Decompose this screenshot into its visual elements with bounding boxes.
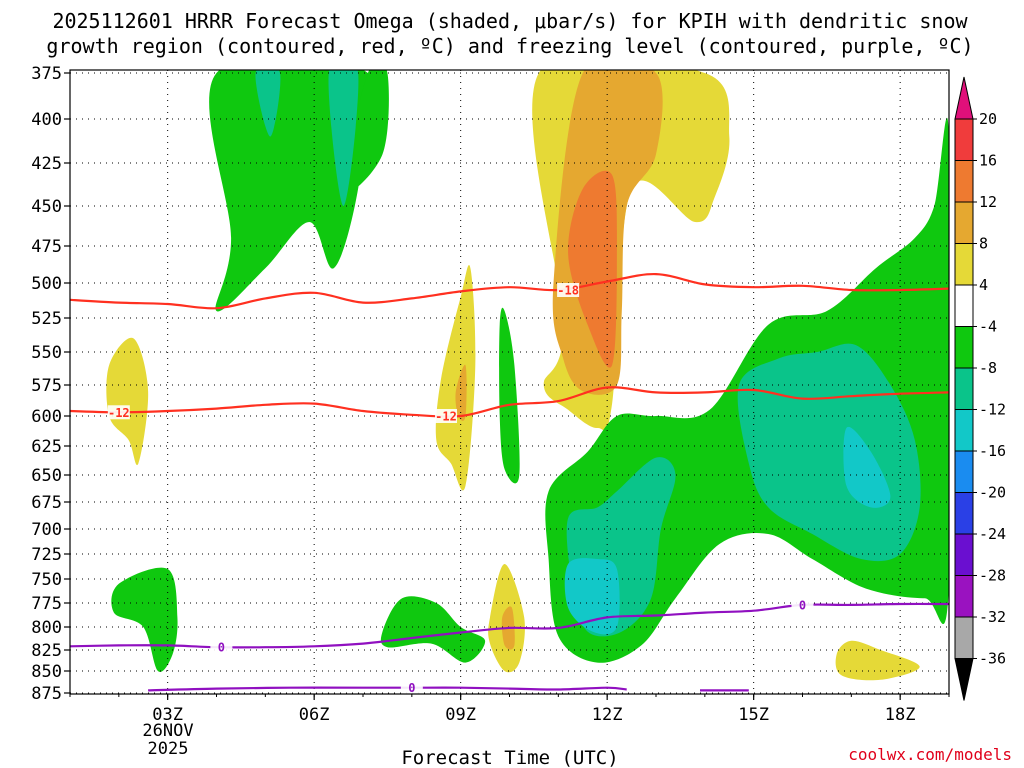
colorbar-label-0: 20 <box>979 110 997 128</box>
colorbar-swatch-4 <box>954 243 974 286</box>
freezing-level-contour-label-bg-1-0 <box>400 680 423 694</box>
x-tick-label-2: 09Z <box>445 705 476 725</box>
dgz-contour-label-1-0: -12 <box>108 406 130 420</box>
y-tick-label-800: 800 <box>31 618 62 638</box>
y-axis: 375 400 425 450 475 500 525 550 575 600 625 650 675 7… <box>31 64 70 704</box>
colorbar-swatch-3 <box>954 201 974 244</box>
dgz-contour-label-0-0: -18 <box>557 284 579 298</box>
colorbar-label-5: -4 <box>979 318 997 336</box>
colorbar-swatch-1 <box>954 118 974 161</box>
y-tick-label-500: 500 <box>31 274 62 294</box>
y-tick-label-825: 825 <box>31 641 62 661</box>
colorbar-label-4: 4 <box>979 276 988 294</box>
colorbar-swatch-10 <box>954 492 974 535</box>
colorbar-label-12: -32 <box>979 608 1006 626</box>
y-tick-label-750: 750 <box>31 570 62 590</box>
y-tick-label-850: 850 <box>31 662 62 682</box>
dgz-contour-label-bg-0-0 <box>557 283 580 297</box>
y-tick-label-575: 575 <box>31 376 62 396</box>
y-tick-label-550: 550 <box>31 343 62 363</box>
colorbar-label-8: -16 <box>979 442 1006 460</box>
freezing-level-contour-label-bg-0-1 <box>791 597 814 612</box>
dgz-contour-line-1 <box>70 386 949 418</box>
grid-layer <box>70 70 949 694</box>
omega-region-3 <box>328 70 359 206</box>
y-tick-label-475: 475 <box>31 237 62 257</box>
y-tick-label-375: 375 <box>31 64 62 84</box>
y-tick-label-675: 675 <box>31 493 62 513</box>
x-axis-label: Forecast Time (UTC) <box>401 747 618 768</box>
omega-region-2 <box>255 70 281 137</box>
y-tick-label-600: 600 <box>31 407 62 427</box>
x-tick-label-4: 15Z <box>738 705 769 725</box>
credit-text: coolwx.com/models <box>848 745 1012 764</box>
x-tick-label-1: 06Z <box>299 705 330 725</box>
colorbar-swatch-5 <box>954 284 974 327</box>
colorbar-top-triangle <box>954 76 974 120</box>
colorbar-bottom-triangle <box>954 658 974 701</box>
x-tick-label-3: 12Z <box>592 705 623 725</box>
colorbar-label-11: -28 <box>979 567 1006 585</box>
freezing-level-contour-label-bg-0-0 <box>210 640 233 655</box>
omega-region-4 <box>106 337 149 466</box>
dgz-contour-label-bg-1-1 <box>435 409 458 423</box>
dgz-contour-label-1-1: -12 <box>435 410 457 424</box>
colorbar-swatch-2 <box>954 160 974 203</box>
freezing-level-contour-line-1 <box>148 686 627 692</box>
colorbar-label-2: 12 <box>979 193 997 211</box>
omega-region-10 <box>499 307 520 484</box>
freezing-level-contour-label-0-1: 0 <box>799 598 806 612</box>
y-tick-label-650: 650 <box>31 466 62 486</box>
colorbar-label-7: -12 <box>979 401 1006 419</box>
colorbar: 20 16 12 8 4 -4 -8 -12 -16 -20 -24 -28 -32 -36 <box>954 76 1006 701</box>
colorbar-swatch-8 <box>954 409 974 452</box>
omega-region-1 <box>343 70 389 193</box>
y-tick-label-775: 775 <box>31 594 62 614</box>
colorbar-swatch-12 <box>954 575 974 618</box>
colorbar-label-6: -8 <box>979 359 997 377</box>
plot-area: -18 -12 -12 0 0 0 <box>69 69 950 695</box>
omega-region-13 <box>564 558 620 635</box>
omega-region-6 <box>455 364 467 421</box>
x-tick-label-0: 03Z <box>152 705 183 725</box>
colorbar-label-9: -20 <box>979 484 1006 502</box>
x-axis: 03Z 06Z 09Z 12Z 15Z 18Z <box>69 694 950 725</box>
dgz-contour-label-bg-1-0 <box>107 405 130 420</box>
freezing-level-contour-label-0-0: 0 <box>218 641 225 655</box>
colorbar-swatch-6 <box>954 326 974 369</box>
colorbar-label-3: 8 <box>979 235 988 253</box>
colorbar-swatch-9 <box>954 450 974 493</box>
omega-region-20 <box>835 640 920 681</box>
y-tick-label-725: 725 <box>31 545 62 565</box>
omega-region-5 <box>435 265 476 491</box>
colorbar-label-13: -36 <box>979 650 1006 668</box>
chart-title-line1: 2025112601 HRRR Forecast Omega (shaded, … <box>52 9 968 33</box>
contour-layer: -18 -12 -12 0 0 0 <box>70 272 949 695</box>
colorbar-label-10: -24 <box>979 525 1006 543</box>
omega-region-15 <box>843 426 891 508</box>
y-tick-label-625: 625 <box>31 437 62 457</box>
y-tick-label-400: 400 <box>31 110 62 130</box>
y-tick-label-425: 425 <box>31 154 62 174</box>
colorbar-swatch-11 <box>954 533 974 576</box>
freezing-level-contour-label-1-0: 0 <box>408 681 415 695</box>
x-tick-label-5: 18Z <box>885 705 916 725</box>
date-label-year: 2025 <box>148 739 189 759</box>
colorbar-swatch-13 <box>954 616 974 659</box>
omega-region-17 <box>380 596 486 663</box>
colorbar-label-1: 16 <box>979 152 997 170</box>
y-tick-label-875: 875 <box>31 684 62 704</box>
date-label-day: 26NOV <box>142 721 193 741</box>
colorbar-swatch-7 <box>954 367 974 410</box>
dgz-contour-line-0 <box>70 272 949 310</box>
y-tick-label-700: 700 <box>31 520 62 540</box>
chart-title-line2: growth region (contoured, red, ºC) and f… <box>46 34 973 58</box>
y-tick-label-450: 450 <box>31 197 62 217</box>
y-tick-label-525: 525 <box>31 309 62 329</box>
